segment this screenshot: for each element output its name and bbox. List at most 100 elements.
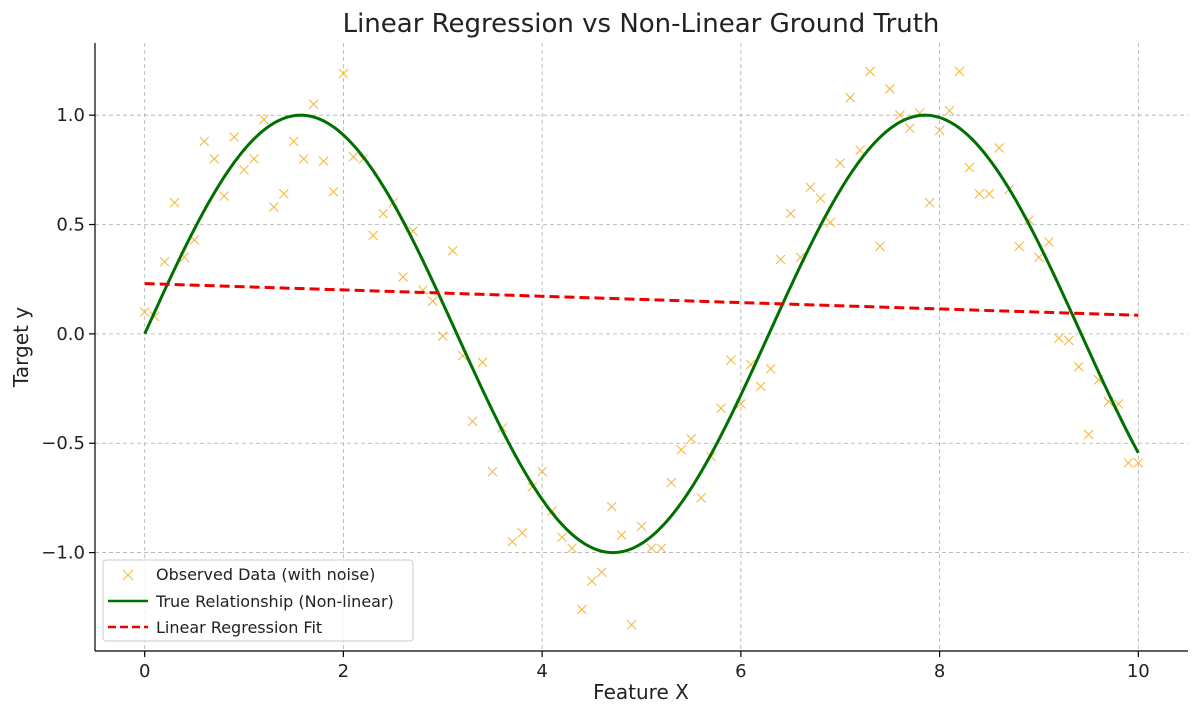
data-point <box>1133 458 1144 468</box>
data-point <box>924 197 935 208</box>
y-tick-label: 0.0 <box>56 324 85 345</box>
legend-label-regression: Linear Regression Fit <box>156 618 322 637</box>
data-point <box>646 543 657 554</box>
data-point <box>298 154 309 164</box>
x-tick-label: 10 <box>1127 661 1150 682</box>
chart-title: Linear Regression vs Non-Linear Ground T… <box>343 9 940 39</box>
regression-fit-line <box>144 282 1139 317</box>
data-point <box>209 154 220 164</box>
axes: 0 2 4 6 8 10 −1.0 −0.5 0.0 0.5 1.0 <box>41 43 1188 682</box>
data-point <box>487 466 498 477</box>
data-point <box>656 543 667 554</box>
data-point <box>239 164 249 175</box>
data-point <box>576 604 587 615</box>
data-point <box>666 477 677 488</box>
data-point <box>1073 361 1084 372</box>
data-point <box>636 521 647 532</box>
y-tick-label: 1.0 <box>56 105 85 126</box>
data-point <box>596 567 607 578</box>
data-point <box>427 296 438 306</box>
legend-label-true: True Relationship (Non-linear) <box>155 592 394 611</box>
data-point <box>1044 237 1054 247</box>
data-point <box>507 536 518 547</box>
x-tick-label: 4 <box>536 661 547 682</box>
data-point <box>1034 252 1044 263</box>
data-point <box>934 125 945 136</box>
true-relationship-line <box>143 113 1140 555</box>
data-point <box>885 84 895 94</box>
data-point <box>775 254 786 265</box>
data-point <box>1083 429 1094 440</box>
data-point <box>944 105 955 116</box>
x-tick-label: 0 <box>139 661 150 682</box>
data-point <box>159 256 170 267</box>
data-point <box>318 156 329 166</box>
data-point <box>219 191 230 201</box>
data-point <box>875 241 885 252</box>
data-point <box>368 230 379 241</box>
data-point <box>974 189 985 199</box>
y-tick-label: 0.5 <box>56 215 85 236</box>
data-point <box>616 530 627 540</box>
data-point <box>904 123 915 134</box>
data-point <box>835 158 846 169</box>
data-point <box>447 245 458 256</box>
data-point <box>229 132 239 142</box>
data-point <box>606 501 617 512</box>
data-point <box>716 403 726 414</box>
data-point <box>696 493 707 503</box>
plot-area <box>139 66 1144 630</box>
y-tick-label: −0.5 <box>41 433 85 454</box>
data-point <box>328 186 339 197</box>
data-point <box>249 154 259 164</box>
data-point <box>537 466 548 477</box>
data-point <box>259 114 269 125</box>
data-point <box>964 162 975 173</box>
legend-box <box>102 559 414 642</box>
data-point <box>686 433 697 444</box>
data-point <box>855 145 865 156</box>
data-point <box>477 357 488 368</box>
data-point <box>994 143 1005 153</box>
data-point <box>676 444 687 455</box>
data-point <box>169 197 180 208</box>
data-point <box>567 543 577 554</box>
legend-x-marker <box>122 569 134 581</box>
data-point <box>278 189 289 199</box>
data-point <box>1123 458 1134 468</box>
data-point <box>348 151 359 162</box>
data-point <box>1063 335 1074 346</box>
y-axis-label: Target y <box>9 307 33 388</box>
data-point <box>288 136 299 147</box>
grid <box>95 43 1188 651</box>
data-point <box>378 208 389 219</box>
x-tick-label: 6 <box>735 661 746 682</box>
data-point <box>726 355 736 366</box>
data-point <box>139 307 150 317</box>
data-point <box>894 110 905 121</box>
data-point <box>586 576 597 586</box>
data-point <box>825 217 836 228</box>
data-point <box>984 189 995 199</box>
data-point <box>755 381 766 392</box>
x-tick-label: 8 <box>934 661 945 682</box>
data-point <box>268 202 279 212</box>
data-point <box>845 92 856 103</box>
legend: Observed Data (with noise) True Relation… <box>102 559 414 642</box>
data-point <box>467 416 478 427</box>
data-point <box>199 136 210 147</box>
x-tick-label: 2 <box>338 661 349 682</box>
data-point <box>626 619 637 630</box>
data-point <box>815 193 826 204</box>
data-point <box>308 99 319 110</box>
data-point <box>805 182 816 193</box>
data-point <box>785 208 796 219</box>
data-point <box>517 528 528 538</box>
data-point <box>1053 333 1064 344</box>
data-point <box>865 66 875 77</box>
data-point <box>954 66 965 77</box>
y-tick-label: −1.0 <box>41 543 85 564</box>
x-axis-label: Feature X <box>593 680 689 704</box>
data-point <box>765 363 776 374</box>
